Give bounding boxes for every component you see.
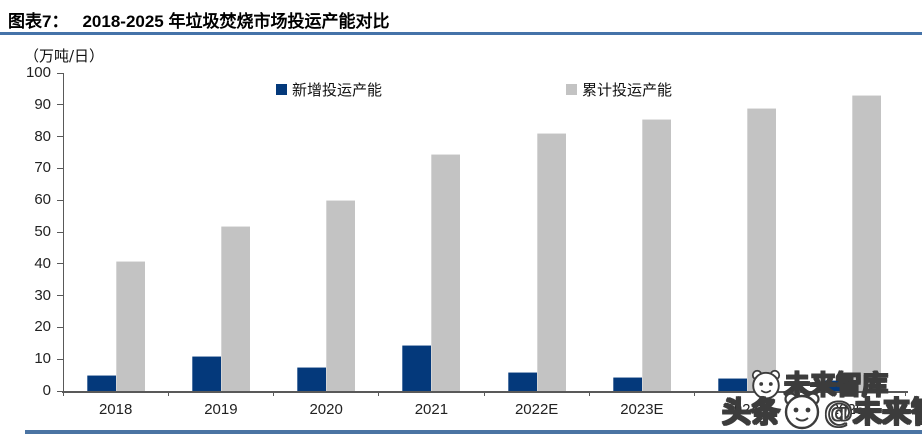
y-axis-line [63, 73, 64, 392]
title-divider [0, 32, 922, 35]
y-axis-tick-label: 40 [34, 254, 51, 272]
x-axis-tick [904, 392, 906, 396]
y-axis-unit-label: （万吨/日） [24, 47, 105, 65]
y-axis-tick [57, 231, 63, 233]
plot-area: 0 10 20 30 40 50 60 70 80 90 100 2018 2019 2020 2021 20… [26, 64, 908, 418]
y-axis-tick-label: 0 [42, 382, 51, 399]
y-axis-tick [57, 326, 63, 328]
bar-new-capacity-2024E [718, 378, 748, 391]
legend-item-new-capacity: 新增投运产能 [276, 79, 382, 100]
y-axis-tick [57, 104, 63, 106]
legend-item-cumulative-capacity: 累计投运产能 [566, 79, 672, 100]
y-axis-tick-label: 30 [34, 286, 51, 304]
y-axis-tick-label: 70 [34, 159, 51, 177]
bar-new-capacity-2021 [402, 344, 432, 391]
y-axis-tick [57, 390, 63, 392]
x-axis-category-label: 2025E [830, 401, 875, 418]
y-axis-tick-label: 10 [34, 350, 51, 368]
x-axis-tick [273, 392, 274, 396]
y-axis-tick [57, 295, 63, 297]
figure-title: 图表7： 2018-2025 年垃圾焚烧市场投运产能对比 [8, 7, 390, 32]
bar-new-capacity-2019 [191, 356, 221, 391]
legend-swatch-new-capacity [276, 84, 287, 95]
y-axis-tick-label: 20 [34, 318, 51, 336]
bar-new-capacity-2023E [612, 376, 642, 391]
bar-cumulative-capacity-2025E [852, 95, 882, 391]
x-axis-tick [694, 392, 695, 396]
y-axis-tick-label: 50 [34, 223, 51, 240]
y-axis-tick-label: 100 [25, 64, 51, 81]
x-axis-tick [483, 392, 485, 396]
y-axis-tick-label: 80 [34, 127, 51, 145]
bar-cumulative-capacity-2022E [536, 133, 566, 391]
bar-cumulative-capacity-2019 [220, 225, 250, 391]
x-axis-tick [799, 392, 801, 396]
y-axis-tick [57, 199, 63, 201]
bar-new-capacity-2025E [823, 379, 853, 391]
x-axis-line [62, 391, 908, 393]
y-axis-tick-label: 60 [34, 191, 51, 209]
bar-new-capacity-2020 [297, 367, 327, 391]
bar-cumulative-capacity-2021 [431, 154, 461, 391]
bar-cumulative-capacity-2024E [747, 107, 777, 391]
bar-cumulative-capacity-2020 [326, 200, 356, 391]
bar-new-capacity-2022E [507, 371, 537, 391]
bar-cumulative-capacity-2023E [641, 119, 671, 391]
page-bottom-divider [25, 430, 922, 434]
legend-label-cumulative-capacity: 累计投运产能 [582, 81, 673, 99]
x-axis-tick [588, 392, 590, 396]
x-axis-category-label: 2024E [725, 401, 769, 418]
x-axis-category-label: 2018 [98, 401, 133, 418]
x-axis-tick [62, 392, 64, 396]
y-axis-tick [57, 72, 63, 74]
legend-swatch-cumulative-capacity [566, 84, 577, 95]
legend-label-new-capacity: 新增投运产能 [292, 81, 383, 99]
x-axis-tick [167, 392, 169, 396]
y-axis-tick [57, 263, 63, 265]
x-axis-category-label: 2020 [309, 401, 343, 418]
x-axis-category-label: 2019 [204, 401, 238, 418]
x-axis-category-label: 2023E [620, 401, 664, 418]
figure-title-text: 2018-2025 年垃圾焚烧市场投运产能对比 [82, 12, 390, 31]
x-axis-tick [378, 392, 380, 396]
y-axis-tick-label: 90 [34, 95, 51, 113]
y-axis-tick [57, 358, 63, 360]
bar-new-capacity-2018 [86, 375, 116, 391]
y-axis-tick [57, 136, 63, 138]
x-axis-category-label: 2021 [414, 401, 449, 418]
figure-number: 图表7： [8, 12, 69, 31]
y-axis-tick [57, 167, 63, 169]
bar-cumulative-capacity-2018 [115, 260, 145, 391]
x-axis-category-label: 2022E [514, 401, 559, 418]
